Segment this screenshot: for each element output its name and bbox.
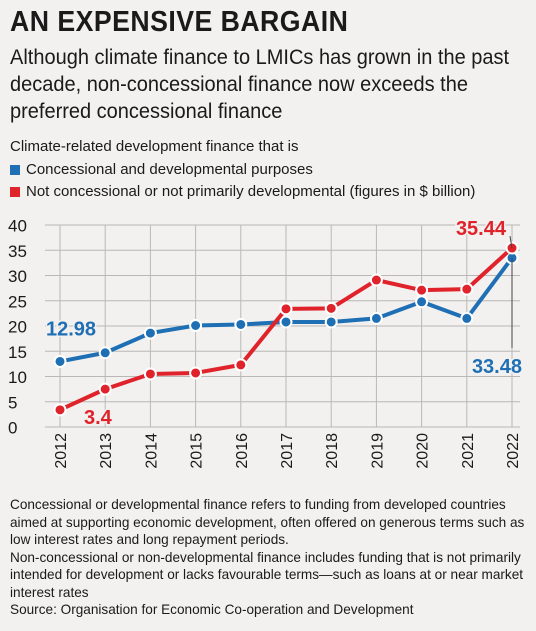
annotation-leader — [509, 235, 513, 249]
x-tick-label: 2013 — [98, 433, 115, 469]
x-tick-label: 2021 — [460, 433, 477, 469]
source-note: Source: Organisation for Economic Co-ope… — [10, 602, 414, 617]
data-label: 35.44 — [456, 218, 507, 240]
data-point — [234, 317, 248, 331]
data-point — [460, 282, 474, 296]
data-point — [324, 301, 338, 315]
data-label: 33.48 — [472, 356, 522, 378]
legend-label-non-concessional: Not concessional or not primarily develo… — [26, 183, 476, 200]
data-label: 3.4 — [84, 407, 113, 429]
data-point — [369, 273, 383, 287]
page-title: AN EXPENSIVE BARGAIN — [10, 6, 349, 38]
legend-swatch-red — [10, 187, 20, 197]
legend-label-concessional: Concessional and developmental purposes — [26, 161, 313, 178]
legend: Concessional and developmental purposes … — [10, 159, 475, 203]
x-tick-label: 2015 — [189, 433, 206, 469]
legend-item-non-concessional: Not concessional or not primarily develo… — [10, 181, 475, 203]
subtitle: Although climate finance to LMICs has gr… — [10, 45, 510, 123]
data-point — [53, 403, 67, 417]
legend-item-concessional: Concessional and developmental purposes — [10, 159, 475, 181]
data-point — [98, 346, 112, 360]
data-point — [53, 354, 67, 368]
y-tick-label: 10 — [8, 368, 27, 387]
legend-swatch-blue — [10, 165, 20, 175]
x-tick-label: 2019 — [369, 433, 386, 469]
note-non-concessional: Non-concessional or non-developmental fi… — [10, 549, 524, 600]
x-tick-label: 2020 — [415, 433, 432, 469]
x-tick-label: 2018 — [324, 433, 341, 469]
y-tick-label: 30 — [8, 267, 27, 286]
data-point — [143, 326, 157, 340]
data-point — [143, 367, 157, 381]
x-tick-label: 2016 — [234, 433, 251, 469]
data-point — [189, 366, 203, 380]
data-point — [460, 311, 474, 325]
line-chart: 0 5 10 15 20 25 30 35 40 2012 2013 2014 2015 2016 2017… — [8, 217, 524, 469]
data-label: 12.98 — [46, 318, 96, 340]
x-tick-label: 2017 — [279, 433, 296, 469]
data-point — [415, 295, 429, 309]
y-tick-label: 35 — [8, 242, 27, 261]
y-tick-label: 0 — [8, 419, 17, 438]
y-tick-label: 20 — [8, 318, 27, 337]
data-point — [324, 315, 338, 329]
y-tick-label: 40 — [8, 217, 27, 236]
data-point — [415, 283, 429, 297]
x-tick-label: 2022 — [505, 433, 522, 469]
y-tick-label: 15 — [8, 343, 27, 362]
note-concessional: Concessional or developmental finance re… — [10, 497, 525, 547]
data-point — [98, 382, 112, 396]
x-tick-label: 2012 — [53, 433, 70, 469]
data-point — [279, 315, 293, 329]
data-point — [369, 311, 383, 325]
y-tick-label: 25 — [8, 292, 27, 311]
y-tick-label: 5 — [8, 393, 17, 412]
x-tick-label: 2014 — [143, 433, 160, 469]
legend-intro: Climate-related development finance that… — [10, 138, 299, 155]
data-point — [279, 302, 293, 316]
data-point — [189, 318, 203, 332]
data-point — [234, 358, 248, 372]
footnotes: Concessional or developmental finance re… — [10, 496, 530, 619]
